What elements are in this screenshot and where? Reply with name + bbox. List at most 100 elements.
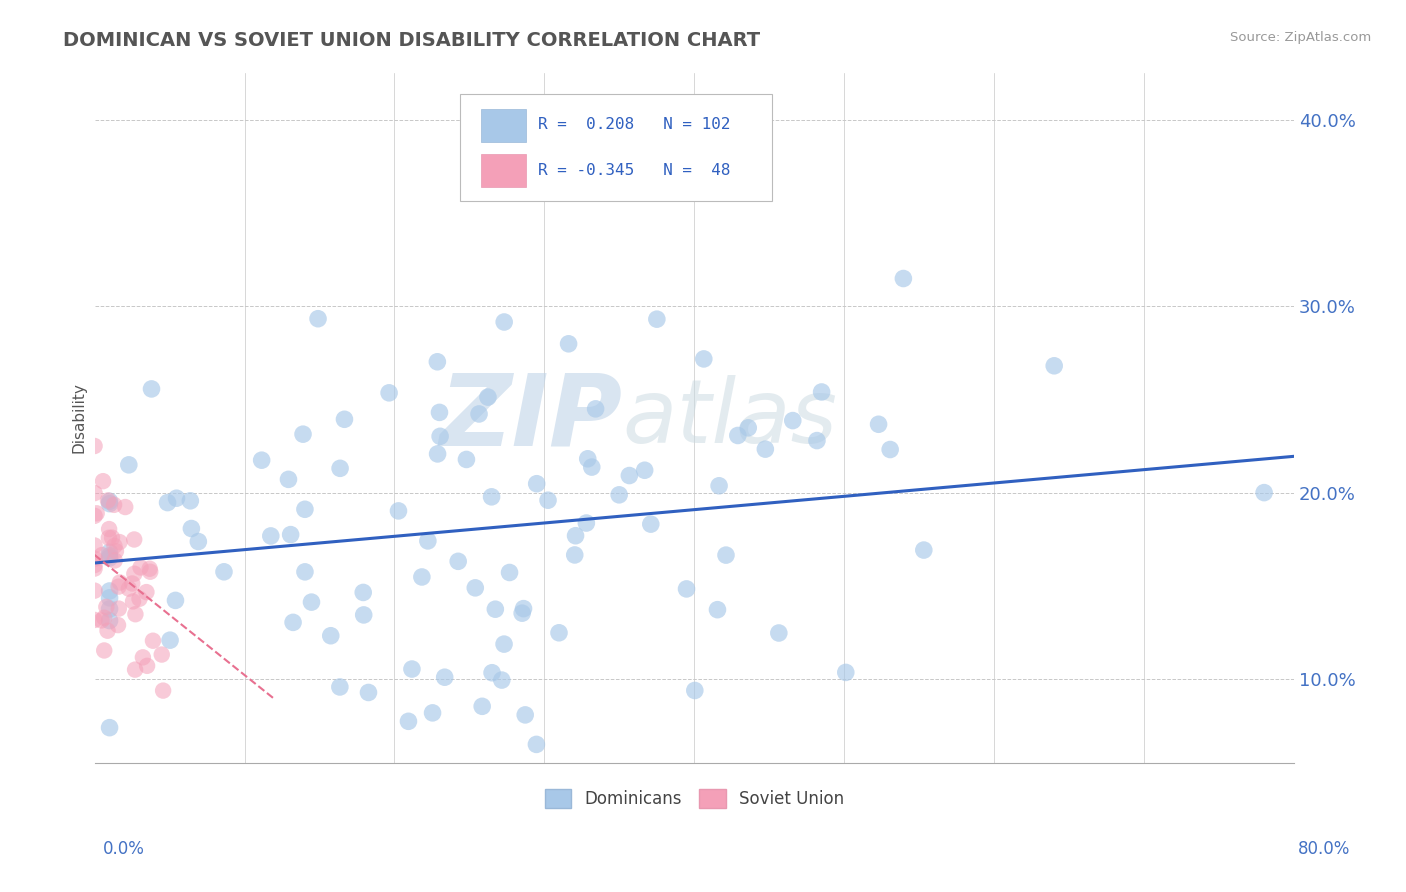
Point (575, 516, 598, 530)
Point (107, 580, 129, 594)
Point (83, 558, 105, 572)
Point (737, 421, 759, 435)
Point (768, 626, 790, 640)
Point (484, 602, 506, 616)
Point (86, 506, 108, 520)
Point (103, 539, 125, 553)
Point (83, 583, 105, 598)
Point (307, 311, 329, 326)
Point (150, 648, 173, 662)
Point (159, 633, 181, 648)
Point (456, 452, 478, 467)
Point (607, 488, 630, 502)
Point (118, 458, 141, 472)
Point (510, 172, 533, 186)
Point (141, 382, 163, 396)
Text: Source: ZipAtlas.com: Source: ZipAtlas.com (1230, 31, 1371, 45)
FancyBboxPatch shape (460, 94, 772, 201)
Point (727, 428, 749, 442)
Point (447, 554, 470, 568)
Point (97, 493, 120, 508)
Point (494, 315, 516, 329)
Point (212, 565, 235, 579)
Point (98, 550, 121, 565)
Point (835, 665, 858, 680)
Point (301, 595, 323, 609)
Point (707, 479, 730, 493)
Point (471, 699, 494, 714)
Point (810, 384, 832, 399)
Text: R = -0.345   N =  48: R = -0.345 N = 48 (538, 163, 731, 178)
Point (83, 613, 105, 627)
Point (294, 565, 316, 579)
Point (1253, 485, 1275, 500)
Point (83, 486, 105, 500)
Text: 80.0%: 80.0% (1298, 840, 1350, 858)
Point (422, 706, 444, 720)
Point (104, 553, 127, 567)
Point (103, 498, 125, 512)
Point (124, 663, 146, 677)
Point (91, 548, 114, 562)
Point (91, 474, 114, 488)
Point (411, 570, 433, 584)
Point (98, 549, 121, 563)
Point (512, 601, 534, 615)
Point (879, 442, 901, 457)
Point (132, 650, 155, 665)
Point (280, 527, 302, 541)
Point (468, 407, 491, 421)
Point (429, 429, 451, 443)
Point (122, 594, 145, 608)
Point (401, 662, 423, 676)
Point (129, 560, 152, 574)
Point (329, 461, 352, 475)
Point (576, 451, 599, 466)
FancyBboxPatch shape (481, 109, 526, 142)
Point (97, 531, 120, 545)
Point (98, 545, 121, 559)
Point (114, 500, 136, 514)
Point (1043, 359, 1066, 373)
Point (426, 447, 449, 461)
Text: atlas: atlas (623, 375, 837, 461)
Point (294, 502, 316, 516)
Point (98, 602, 121, 616)
Point (98, 522, 121, 536)
Point (378, 385, 401, 400)
Point (433, 670, 456, 684)
Point (101, 531, 124, 545)
Point (387, 504, 409, 518)
Point (260, 529, 283, 543)
Point (515, 707, 537, 722)
Point (83, 539, 105, 553)
Point (250, 453, 273, 467)
Point (138, 562, 160, 576)
Point (619, 468, 641, 483)
Point (166, 491, 188, 506)
Point (868, 417, 890, 432)
Point (118, 582, 141, 596)
Point (498, 566, 520, 580)
Point (83, 439, 105, 453)
Point (398, 714, 420, 729)
Point (139, 565, 162, 579)
Point (96, 599, 118, 614)
Point (124, 566, 146, 581)
Point (352, 585, 374, 599)
Point (581, 460, 603, 475)
Point (83, 561, 105, 575)
Point (564, 548, 586, 562)
Point (135, 585, 157, 599)
Point (187, 534, 209, 549)
Point (122, 533, 145, 547)
Point (104, 544, 127, 558)
Point (481, 665, 503, 680)
Point (526, 738, 548, 752)
Point (98, 721, 121, 735)
Point (319, 629, 342, 643)
Point (179, 493, 201, 508)
Point (292, 427, 315, 442)
Point (165, 593, 187, 607)
Point (96, 624, 118, 638)
